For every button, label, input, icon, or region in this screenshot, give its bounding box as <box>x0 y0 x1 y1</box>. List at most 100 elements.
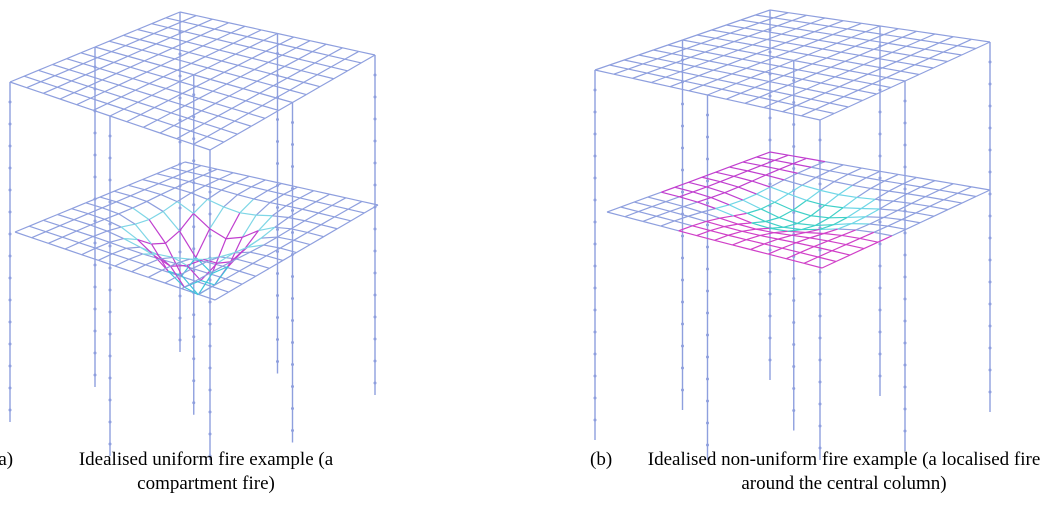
slab-member <box>751 72 765 78</box>
slab-member <box>332 205 348 209</box>
slab-member <box>196 16 212 20</box>
slab-member <box>188 118 205 123</box>
node <box>904 320 907 323</box>
node <box>989 127 992 130</box>
slab-member <box>860 232 874 238</box>
node <box>819 183 822 186</box>
slab-member <box>180 12 196 16</box>
slab-member <box>208 68 224 72</box>
slab-member <box>916 213 934 216</box>
node <box>179 251 182 254</box>
slab-member <box>734 213 748 216</box>
slab-member <box>171 168 187 172</box>
node <box>879 89 882 92</box>
slab-member <box>114 185 128 191</box>
slab-member <box>716 167 730 172</box>
slab-member <box>875 199 893 201</box>
slab-member <box>121 224 135 227</box>
slab-member <box>788 85 807 89</box>
slab-member <box>753 40 767 45</box>
slab-member <box>884 217 902 219</box>
slab-member <box>182 16 196 22</box>
slab-member <box>226 279 243 284</box>
slab-member <box>643 216 657 221</box>
slab-member <box>818 35 832 41</box>
slab-member <box>730 33 748 36</box>
slab-member <box>38 65 52 71</box>
slab-member <box>686 43 701 48</box>
slab-member <box>226 213 240 239</box>
slab-member <box>141 115 158 120</box>
slab-member <box>779 169 797 173</box>
slab-member <box>218 108 232 116</box>
slab-member <box>720 218 738 224</box>
slab-member <box>746 68 765 72</box>
slab-member <box>864 242 878 248</box>
slab-member <box>251 118 265 126</box>
slab-member <box>889 184 903 191</box>
slab-member <box>866 32 884 35</box>
slab-member <box>761 57 775 63</box>
slab-member <box>219 43 233 50</box>
slab-member <box>874 49 892 52</box>
slab-member <box>298 187 314 191</box>
slab-member <box>734 216 752 223</box>
slab-member <box>190 124 204 132</box>
node <box>769 51 772 54</box>
node <box>94 154 97 157</box>
slab-member <box>126 46 142 50</box>
node <box>9 409 12 412</box>
node <box>374 118 377 121</box>
slab-member <box>163 211 179 231</box>
slab-member <box>112 248 126 254</box>
slab-member <box>143 120 157 127</box>
slab-member <box>97 58 113 63</box>
slab-member <box>127 115 141 122</box>
slab-member <box>235 176 249 183</box>
slab-member <box>652 207 670 212</box>
slab-member <box>736 84 755 88</box>
slab-member <box>745 103 764 107</box>
slab-member <box>116 202 132 208</box>
slab-member <box>818 257 836 262</box>
slab-member <box>802 73 816 79</box>
slab-member <box>121 97 138 102</box>
slab-member <box>793 164 811 167</box>
slab-member <box>906 46 924 49</box>
slab-member <box>215 103 232 108</box>
slab-member <box>709 61 728 65</box>
slab-member <box>718 80 737 84</box>
slab-member <box>720 47 739 50</box>
slab-member <box>196 229 210 258</box>
slab-member <box>243 81 257 88</box>
slab-member <box>745 23 760 28</box>
slab-member <box>361 55 375 63</box>
node <box>374 316 377 319</box>
slab-member <box>688 212 702 216</box>
slab-member <box>148 270 162 277</box>
slab-member <box>219 50 235 54</box>
slab-member <box>743 162 761 166</box>
slab-member <box>808 49 822 55</box>
slab-member <box>944 200 962 203</box>
slab-member <box>133 72 147 79</box>
slab-member <box>299 59 315 63</box>
node <box>819 249 822 252</box>
slab-member <box>880 171 898 174</box>
slab-member <box>212 287 229 292</box>
slab-member <box>119 85 136 90</box>
slab-member <box>679 226 693 231</box>
slab-member <box>784 70 798 76</box>
slab-member <box>738 223 752 224</box>
node <box>276 162 279 165</box>
slab-member <box>46 232 63 237</box>
slab-member <box>888 220 902 226</box>
slab-member <box>710 231 728 236</box>
node <box>209 433 212 436</box>
slab-member <box>302 209 318 213</box>
slab-member <box>915 65 933 68</box>
node <box>276 140 279 143</box>
slab-member <box>199 98 216 103</box>
slab-member <box>807 200 825 205</box>
slab-member <box>817 67 831 73</box>
